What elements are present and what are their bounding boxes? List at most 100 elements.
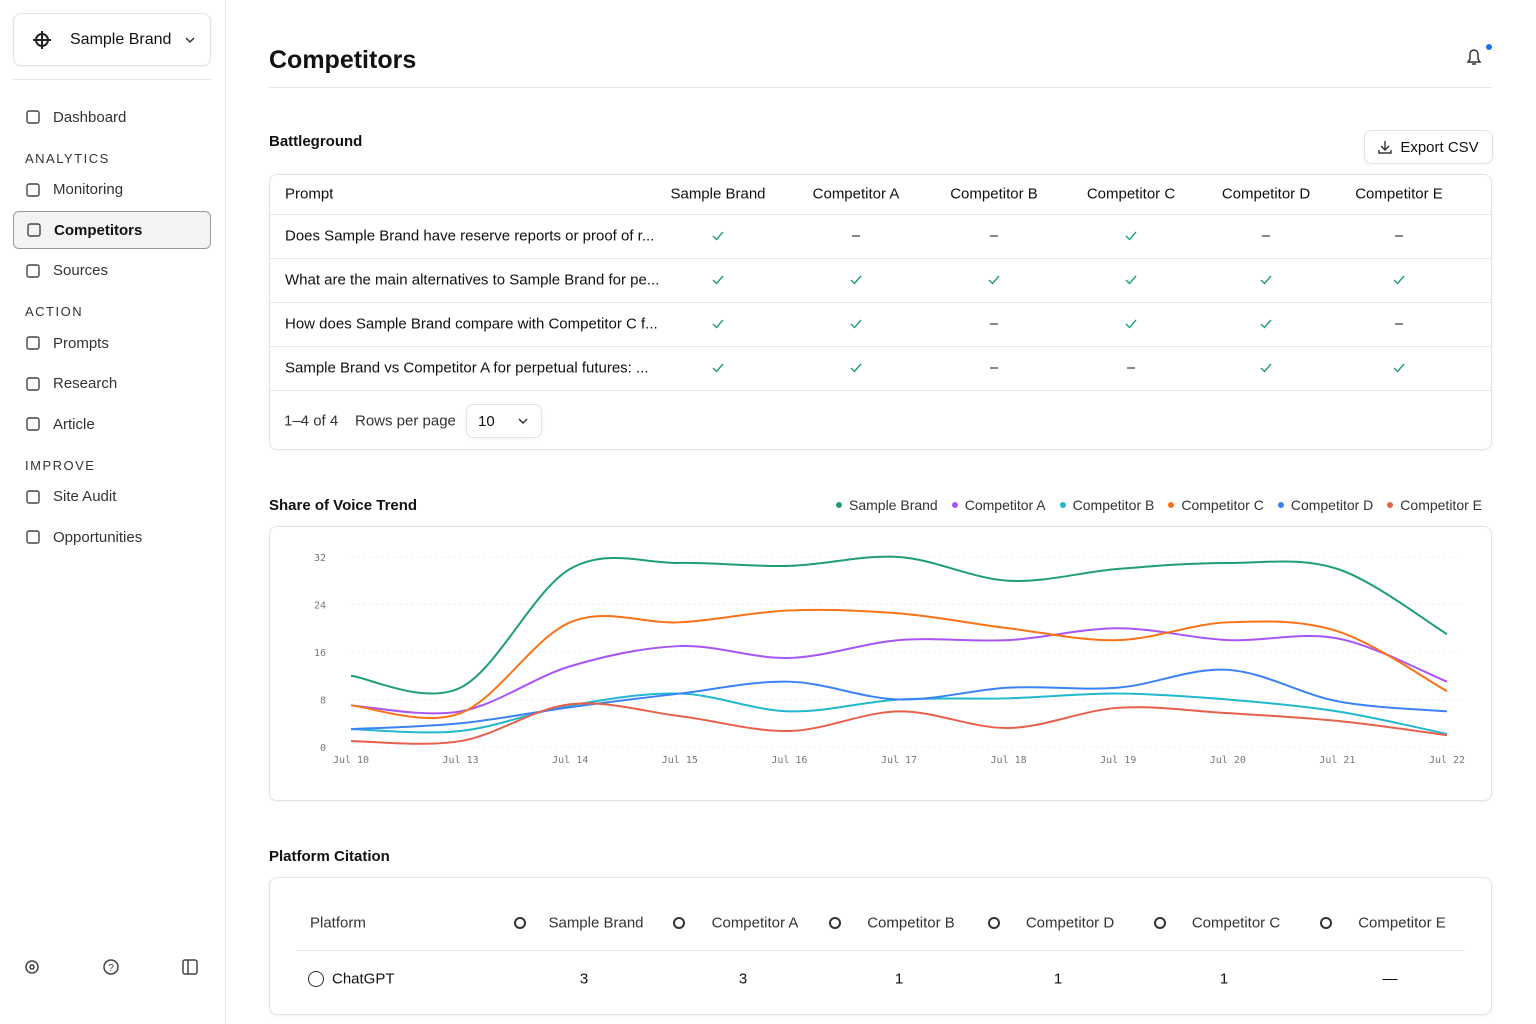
legend-label: Competitor B xyxy=(1072,497,1155,513)
column-header: Competitor B xyxy=(950,185,1038,203)
legend-item: Competitor C xyxy=(1168,497,1264,513)
nav-item[interactable]: Sources xyxy=(13,252,211,290)
column-header: Competitor C xyxy=(1086,185,1176,203)
citation-count: 3 xyxy=(579,970,589,988)
download-icon xyxy=(1378,141,1393,154)
brand-icon xyxy=(829,917,841,929)
nav-icon xyxy=(26,489,40,504)
check xyxy=(712,275,724,285)
chart-card: 0 8 16 24 32 Jul 10 Jul 13 Jul 14 Jul 15 Jul 16 Ju… xyxy=(269,526,1492,801)
check xyxy=(1125,319,1137,329)
chart: 0 8 16 24 32 Jul 10 Jul 13 Jul 14 Jul 15 Jul 16 Ju… xyxy=(314,553,1465,766)
prompt: Does Sample Brand have reserve reports o… xyxy=(285,227,655,245)
nav-item[interactable]: Site Audit xyxy=(13,478,211,516)
line xyxy=(350,608,1448,719)
nav-label: Monitoring xyxy=(53,181,124,198)
sidebar: Sample Brand Dashboard ANALYTICS Monitorin… xyxy=(0,0,226,1024)
divider xyxy=(13,79,211,80)
x-tick-label: Jul 13 xyxy=(443,755,479,766)
line xyxy=(350,702,1448,745)
nav-label: Dashboard xyxy=(53,108,127,126)
legend-label: Competitor D xyxy=(1290,497,1374,513)
dash xyxy=(1262,235,1270,237)
x-tick-label: Jul 10 xyxy=(333,755,369,766)
column-header: Prompt xyxy=(285,185,334,203)
legend-swatch xyxy=(836,502,842,508)
check xyxy=(712,319,724,329)
y-tick-label: 32 xyxy=(314,553,326,564)
x-tick-label: Jul 22 xyxy=(1429,755,1465,766)
x-tick-label: Jul 19 xyxy=(1100,755,1136,766)
nav-item[interactable]: Dashboard xyxy=(13,98,211,136)
legend-item: Sample Brand xyxy=(836,497,938,513)
divider xyxy=(269,87,1492,88)
dash xyxy=(990,235,998,237)
row-divider xyxy=(270,390,1491,391)
platform-name: ChatGPT xyxy=(332,970,395,988)
legend: Sample Brand Competitor A Competitor B Comp… xyxy=(836,497,1482,513)
row-divider xyxy=(297,950,1465,951)
chevron xyxy=(185,37,195,44)
legend-item: Competitor E xyxy=(1387,497,1482,513)
y-tick-label: 24 xyxy=(314,601,326,612)
nav-item[interactable]: Opportunities xyxy=(13,518,211,556)
legend-swatch xyxy=(1059,502,1066,508)
nav-heading: IMPROVE xyxy=(25,457,96,473)
page-range: 1–4 of 4 xyxy=(284,412,339,430)
legend-item: Competitor A xyxy=(951,497,1046,513)
nav-icon xyxy=(26,263,40,278)
legend-label: Competitor E xyxy=(1400,497,1482,513)
column-header: Competitor A xyxy=(812,185,900,203)
check xyxy=(850,275,862,285)
brand-switcher[interactable]: Sample Brand xyxy=(13,13,211,66)
nav-item[interactable]: Monitoring xyxy=(13,171,211,209)
citation-count: — xyxy=(1382,970,1398,988)
column-header: Competitor C xyxy=(1191,914,1281,932)
prompt: How does Sample Brand compare with Compe… xyxy=(285,315,658,333)
row-divider xyxy=(270,302,1491,303)
x-tick-label: Jul 18 xyxy=(991,755,1027,766)
platform-table: Platform Sample Brand Competitor A Competit… xyxy=(269,877,1492,1015)
legend-item: Competitor D xyxy=(1277,497,1374,513)
x-tick-label: Jul 20 xyxy=(1210,755,1246,766)
check xyxy=(1125,275,1137,285)
export-button[interactable]: Export CSV xyxy=(1364,130,1493,164)
dash xyxy=(990,367,998,369)
line xyxy=(350,555,1448,695)
nav-heading: ACTION xyxy=(25,304,84,319)
brand-icon xyxy=(1154,917,1166,929)
nav-item[interactable]: Article xyxy=(13,405,211,443)
nav-label: Opportunities xyxy=(53,528,143,546)
nav-item[interactable]: Competitors xyxy=(13,211,211,249)
rows-label: Rows per page xyxy=(355,412,456,430)
rows-select[interactable]: 10 xyxy=(466,404,542,438)
brand-icon xyxy=(673,917,685,929)
x-tick-label: Jul 14 xyxy=(552,755,588,766)
y-tick-label: 0 xyxy=(320,743,326,754)
dash xyxy=(852,235,860,237)
legend-swatch xyxy=(1168,502,1175,508)
citation-count: 1 xyxy=(1053,970,1063,988)
dash xyxy=(990,323,998,325)
column-header: Platform xyxy=(310,914,366,932)
check xyxy=(1393,275,1405,285)
dash xyxy=(1395,323,1403,325)
nav-item[interactable]: Research xyxy=(13,365,211,403)
legend-label: Sample Brand xyxy=(849,497,938,513)
footer-icons: ? xyxy=(25,959,198,975)
check xyxy=(1125,231,1137,241)
section-title: Platform Citation xyxy=(269,848,390,865)
column-header: Competitor D xyxy=(1025,914,1115,932)
column-header: Competitor A xyxy=(711,914,799,932)
nav-icon xyxy=(26,530,40,544)
column-header: Competitor E xyxy=(1358,914,1446,932)
legend-swatch xyxy=(1277,502,1284,508)
dash xyxy=(1127,367,1135,369)
check xyxy=(850,363,862,373)
row-divider xyxy=(270,346,1491,347)
notifications[interactable] xyxy=(1464,42,1494,72)
x-tick-label: Jul 17 xyxy=(881,755,917,766)
nav-item[interactable]: Prompts xyxy=(13,324,211,362)
page-title: Competitors xyxy=(269,46,417,74)
